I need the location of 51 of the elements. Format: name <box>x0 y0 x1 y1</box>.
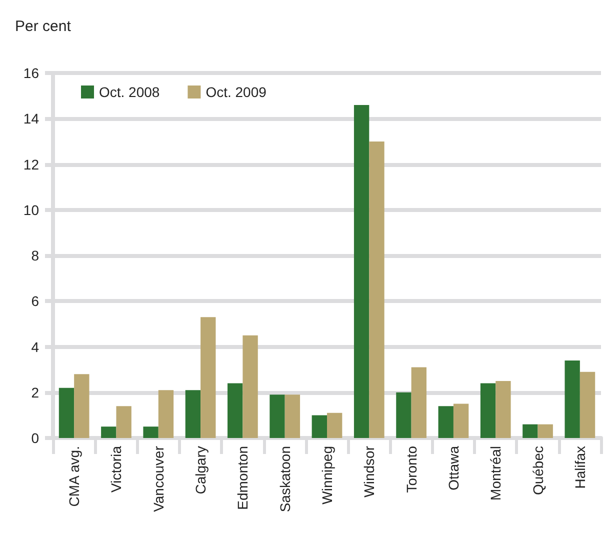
bar <box>564 360 580 438</box>
y-tick-label: 0 <box>31 430 40 446</box>
y-tick-label: 10 <box>23 202 40 218</box>
bar <box>74 374 90 438</box>
bar <box>284 394 300 438</box>
y-tick-label: 8 <box>31 248 40 264</box>
y-tick-label: 14 <box>23 110 40 127</box>
x-tick-label: CMA avg. <box>66 446 82 507</box>
bar <box>538 424 553 438</box>
bar <box>411 367 426 438</box>
x-tick-label: Windsor <box>361 446 378 498</box>
x-tick-label: Vancouver <box>150 446 166 512</box>
bar <box>116 406 132 438</box>
x-tick-label: Halifax <box>572 446 588 489</box>
bar <box>438 406 454 438</box>
bar <box>327 412 342 438</box>
bar <box>185 390 201 438</box>
y-tick-label: 2 <box>31 384 40 400</box>
bar <box>496 380 511 438</box>
bar <box>396 392 412 438</box>
bar <box>143 426 158 438</box>
x-tick-label: Montréal <box>488 446 504 500</box>
y-tick-label: 12 <box>23 156 40 172</box>
y-tick-label: 6 <box>31 293 40 310</box>
bar <box>58 388 74 438</box>
y-axis-title: Per cent <box>15 18 72 35</box>
x-tick-label: Victoria <box>108 446 124 492</box>
x-tick-label: Toronto <box>403 446 420 493</box>
bar <box>158 390 174 438</box>
y-tick-label: 16 <box>23 65 40 81</box>
bar <box>270 394 285 438</box>
x-tick-label: Edmonton <box>234 446 251 510</box>
bar <box>369 141 384 438</box>
x-tick-label: Winnipeg <box>319 446 335 504</box>
x-tick-label: Saskatoon <box>276 446 293 512</box>
x-tick-label: Québec <box>530 446 546 496</box>
bar <box>522 424 538 438</box>
bar <box>101 426 116 438</box>
bar <box>242 335 258 438</box>
x-tick-label: Calgary <box>192 446 209 494</box>
legend-label: Oct. 2009 <box>206 84 267 100</box>
y-tick-label: 4 <box>31 338 40 355</box>
bar <box>453 404 469 438</box>
bar <box>228 383 243 438</box>
bar <box>200 317 216 438</box>
x-tick-label: Ottawa <box>445 446 462 490</box>
legend-label: Oct. 2008 <box>99 84 160 100</box>
bar <box>312 415 327 438</box>
bar <box>580 372 596 438</box>
bar <box>480 383 496 438</box>
bar <box>354 104 370 438</box>
